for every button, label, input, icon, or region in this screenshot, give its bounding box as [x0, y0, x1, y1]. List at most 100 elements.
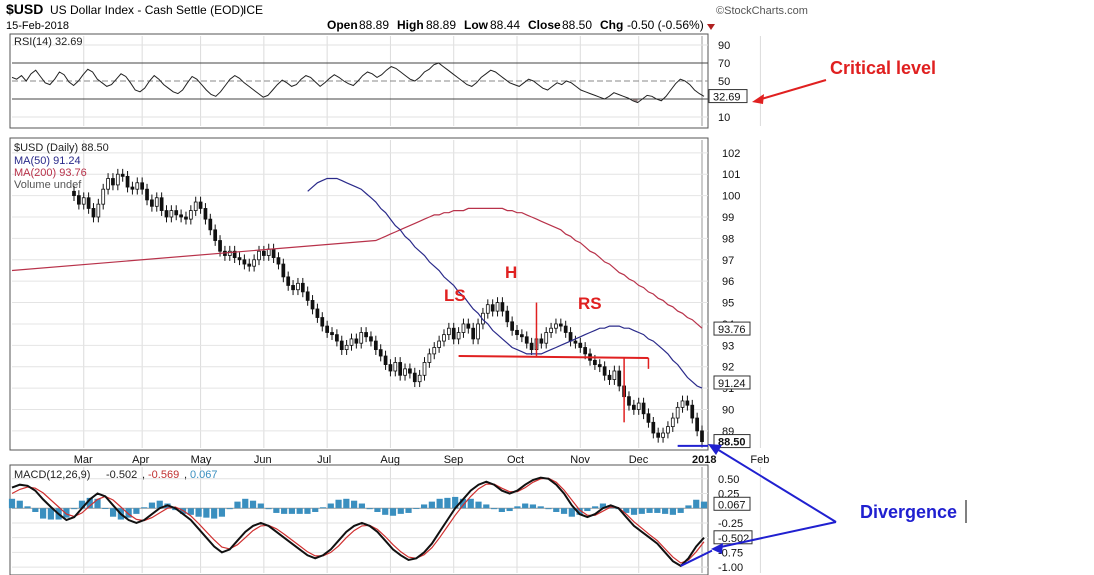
candle-body [627, 396, 631, 406]
month-label: Nov [570, 454, 590, 466]
candle-body [174, 210, 179, 216]
rsi-legend: RSI(14) 32.69 [14, 36, 82, 48]
candle-body [568, 332, 573, 342]
candle-body [670, 417, 675, 428]
candle-body [96, 203, 101, 218]
candle-body [315, 308, 320, 318]
macd-histogram-bar [351, 500, 358, 509]
candle-body [101, 188, 106, 205]
open-label: Open [327, 18, 358, 32]
macd-histogram-bar [522, 503, 529, 509]
brand: ©StockCharts.com [716, 5, 808, 17]
macd-legend-sep2: , [184, 469, 187, 481]
macd-histogram-bar [211, 508, 218, 519]
arrowhead-icon [711, 543, 723, 554]
macd-histogram-bar [71, 508, 78, 510]
candle-body [77, 195, 81, 205]
macd-histogram-bar [195, 508, 202, 517]
right-shoulder-label: RS [578, 294, 602, 313]
candle-body [213, 229, 218, 241]
macd-histogram-bar [599, 503, 607, 509]
candle-body [72, 190, 76, 197]
rsi-line [11, 62, 705, 104]
candle-body [578, 342, 583, 348]
macd-histogram-bar [141, 507, 148, 509]
candle-body [661, 432, 665, 438]
candle-body [145, 188, 149, 201]
ma50-line [307, 177, 703, 389]
ma200-badge-text: 93.76 [718, 324, 746, 336]
head-label: H [505, 263, 517, 282]
candle-body [320, 317, 325, 327]
candle-body [646, 413, 651, 423]
low-label: Low [464, 18, 489, 32]
macd-histogram-bar [389, 508, 397, 516]
macd-histogram-bar [242, 498, 249, 509]
macd-histogram-bar [382, 508, 389, 515]
macd-histogram-bar [288, 508, 296, 514]
low-value: 88.44 [490, 18, 520, 32]
candle-body [461, 323, 466, 333]
candle-body [169, 210, 174, 218]
rsi-value-badge [708, 89, 748, 104]
close-badge-text: 88.50 [718, 437, 746, 449]
candle-body [266, 248, 271, 256]
macd-histogram-bar [428, 501, 435, 509]
macd-histogram-bar [32, 508, 39, 512]
macd-histogram-bar [24, 506, 31, 509]
candle-body [510, 321, 515, 331]
candle-body [476, 323, 480, 340]
close-label: Close [528, 18, 561, 32]
macd-histogram-bar [560, 508, 568, 514]
ma50-badge-text: 91.24 [718, 378, 746, 390]
macd-histogram-bar [327, 503, 334, 509]
arrowhead-icon [708, 444, 722, 455]
candle-body [325, 325, 330, 333]
price-tick-label: 100 [722, 191, 740, 203]
candle-body [344, 344, 349, 351]
macd-histogram-bar [475, 501, 482, 509]
macd-histogram-bar [94, 498, 101, 509]
candle-body [364, 332, 368, 338]
candle-body [554, 323, 558, 329]
left-shoulder-label: LS [444, 286, 466, 305]
candle-body [378, 349, 383, 357]
macd-histogram-bar [296, 508, 303, 514]
macd-legend-label: MACD(12,26,9) [14, 469, 90, 481]
symbol: $USD [6, 1, 43, 17]
month-label: Jun [254, 454, 272, 466]
quote-date: 15-Feb-2018 [6, 20, 69, 32]
candle-body [339, 340, 344, 351]
macd-histogram-bar [646, 508, 653, 513]
candle-body [485, 304, 490, 314]
candle-body [140, 182, 145, 190]
macd-trendline [680, 549, 713, 567]
macd-histogram-bar [133, 508, 140, 514]
macd-legend-signal: -0.569 [148, 469, 179, 481]
candle-body [446, 327, 451, 336]
volume-legend: Volume undef [14, 179, 82, 191]
macd-histogram-bar [335, 499, 342, 509]
candle-body [300, 282, 305, 293]
candle-body [237, 257, 242, 261]
macd-histogram-bar [452, 496, 459, 509]
candle-body [471, 327, 476, 340]
price-tick-label: 92 [722, 362, 734, 374]
candle-body [252, 259, 256, 267]
rsi-tick-label: 50 [718, 76, 730, 88]
macd-histogram-bar [358, 503, 365, 509]
candle-body [296, 282, 300, 291]
price-panel-frame [9, 137, 709, 451]
candle-body [666, 426, 670, 434]
candle-body [442, 334, 446, 342]
candle-body [607, 374, 612, 380]
candle-body [558, 323, 563, 327]
price-tick-label: 97 [722, 255, 734, 267]
candle-body [232, 250, 237, 259]
candle-body [495, 302, 500, 312]
candle-body [130, 186, 135, 190]
month-label: Sep [444, 454, 464, 466]
macd-histogram-bar [545, 508, 552, 510]
candle-body [695, 417, 699, 432]
rsi-tick-label: 10 [718, 112, 730, 124]
